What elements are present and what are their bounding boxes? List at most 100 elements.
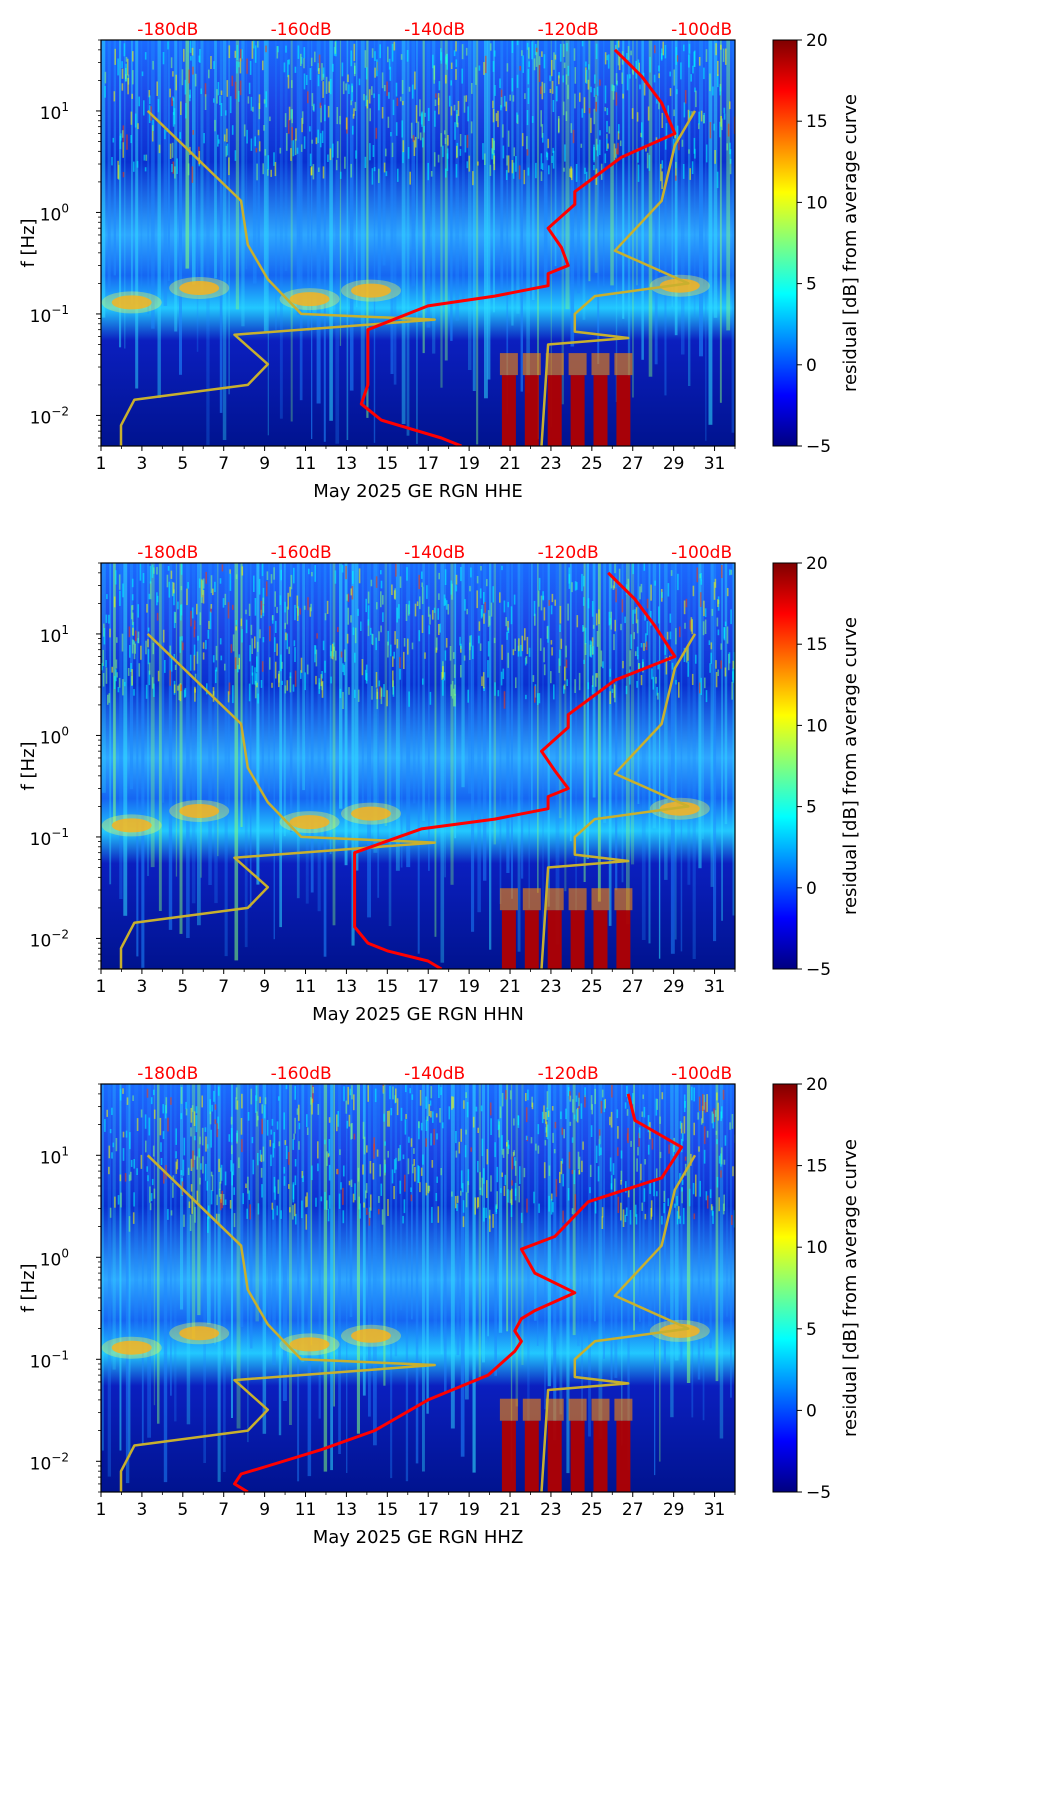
speckle-mark	[697, 1112, 699, 1120]
speckle-mark	[461, 44, 464, 60]
spectrogram-stripe	[433, 1084, 438, 1337]
spectrogram-stripe	[267, 563, 270, 792]
speckle-mark	[159, 1117, 162, 1136]
x-tick-label: 5	[177, 1500, 188, 1520]
speckle-mark	[693, 1122, 695, 1136]
speckle-mark	[442, 679, 444, 696]
x-tick-label: 13	[336, 454, 358, 474]
speckle-mark	[438, 97, 440, 115]
speckle-mark	[214, 1119, 217, 1125]
spectrogram-stripe	[162, 563, 165, 803]
spectrogram-stripe	[603, 40, 605, 287]
speckle-mark	[544, 1140, 547, 1146]
spectrogram-stripe	[290, 40, 293, 422]
speckle-mark	[101, 662, 103, 671]
speckle-mark	[102, 673, 105, 687]
speckle-mark	[234, 657, 237, 669]
speckle-mark	[506, 63, 509, 72]
speckle-mark	[371, 168, 374, 185]
speckle-mark	[643, 643, 645, 651]
speckle-mark	[231, 1171, 233, 1186]
speckle-mark	[606, 55, 608, 61]
spectrogram-stripe	[558, 563, 562, 819]
speckle-mark	[266, 1119, 269, 1136]
speckle-mark	[364, 669, 367, 680]
speckle-mark	[443, 594, 446, 606]
speckle-mark	[263, 99, 266, 104]
speckle-mark	[405, 1084, 407, 1093]
speckle-mark	[274, 162, 277, 177]
speckle-mark	[718, 1155, 721, 1164]
y-tick-label: 10−1	[30, 826, 69, 850]
speckle-mark	[303, 605, 306, 610]
speckle-mark	[464, 135, 467, 153]
speckle-mark	[309, 126, 311, 132]
speckle-mark	[450, 106, 453, 116]
speckle-mark	[148, 1117, 151, 1136]
speckle-mark	[565, 659, 568, 668]
x-tick-label: 1	[96, 1500, 107, 1520]
microseism-blob	[289, 1337, 330, 1352]
noise-block-edge	[522, 1398, 541, 1421]
speckle-mark	[629, 650, 631, 667]
spectrogram-stripe	[724, 563, 728, 825]
speckle-mark	[617, 40, 620, 48]
noise-block	[616, 375, 631, 446]
speckle-mark	[513, 1118, 515, 1126]
speckle-mark	[418, 1166, 420, 1183]
speckle-mark	[175, 1151, 177, 1159]
speckle-mark	[311, 1098, 313, 1115]
y-tick-label: 101	[40, 623, 69, 647]
speckle-mark	[614, 44, 617, 51]
spectrogram-stripe	[732, 563, 735, 916]
speckle-mark	[317, 74, 320, 87]
speckle-mark	[483, 686, 485, 691]
speckle-mark	[704, 619, 707, 634]
speckle-mark	[170, 57, 173, 69]
spectrogram-stripe	[339, 40, 342, 346]
speckle-mark	[290, 148, 292, 161]
speckle-mark	[722, 1089, 725, 1100]
speckle-mark	[700, 110, 703, 122]
speckle-mark	[305, 1214, 308, 1230]
spectrogram-stripe	[217, 563, 219, 857]
spectrogram-stripe	[516, 40, 520, 314]
spectrogram-stripe	[592, 563, 596, 798]
speckle-mark	[424, 652, 426, 659]
speckle-mark	[538, 590, 540, 607]
speckle-mark	[721, 565, 723, 579]
speckle-mark	[548, 165, 550, 175]
speckle-mark	[229, 573, 232, 591]
x-tick-label: 31	[704, 454, 726, 474]
speckle-mark	[295, 128, 297, 141]
speckle-mark	[227, 602, 230, 619]
microseism-halo	[169, 1322, 230, 1345]
speckle-mark	[137, 604, 139, 618]
speckle-mark	[574, 1194, 577, 1211]
spectrogram-stripe	[415, 1084, 419, 1464]
speckle-mark	[299, 608, 301, 615]
speckle-mark	[130, 1159, 133, 1167]
speckle-mark	[130, 135, 132, 144]
speckle-mark	[145, 640, 147, 655]
spectrogram-stripe	[275, 40, 277, 330]
speckle-mark	[228, 1134, 231, 1142]
spectrogram-stripe	[484, 40, 488, 399]
speckle-mark	[269, 657, 271, 670]
speckle-mark	[429, 614, 431, 625]
speckle-mark	[123, 43, 126, 57]
speckle-mark	[138, 96, 140, 107]
speckle-mark	[109, 628, 111, 638]
speckle-mark	[213, 98, 215, 103]
speckle-mark	[589, 1187, 591, 1194]
speckle-mark	[521, 133, 524, 147]
speckle-mark	[173, 108, 176, 125]
speckle-mark	[436, 1176, 438, 1183]
speckle-mark	[571, 582, 573, 593]
speckle-mark	[376, 688, 378, 700]
spectrogram-stripe	[487, 1084, 489, 1337]
speckle-mark	[620, 623, 622, 631]
speckle-mark	[306, 1192, 308, 1207]
top-db-axis: -180dB -160dB -140dB -120dB -100dB	[137, 543, 732, 563]
microseism-halo	[279, 811, 340, 834]
